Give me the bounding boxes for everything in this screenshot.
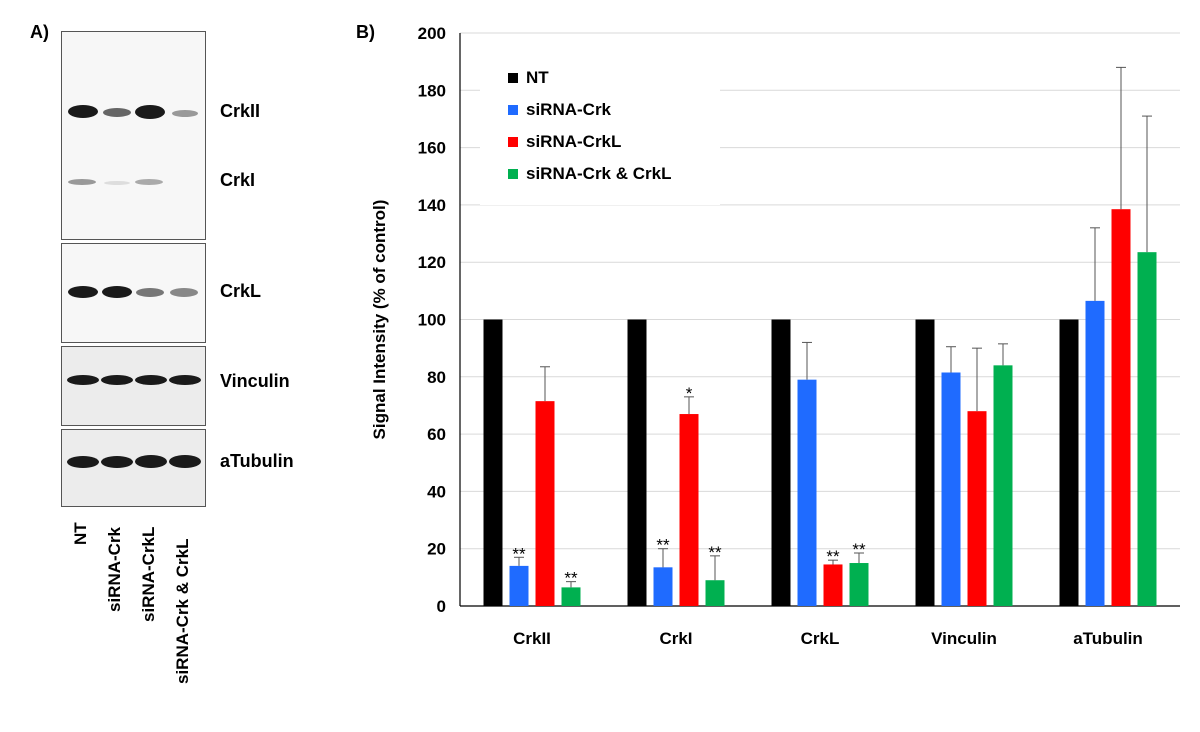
bar <box>993 365 1013 606</box>
blot-vinculin <box>61 346 206 426</box>
x-tick-label: CrkL <box>801 629 840 648</box>
band <box>135 375 167 385</box>
bar <box>679 414 699 606</box>
significance-marker: * <box>686 384 693 403</box>
bar <box>483 319 503 606</box>
y-tick-label: 40 <box>427 482 446 501</box>
blot-label-crkii: CrkII <box>220 101 261 121</box>
x-tick-label: Vinculin <box>931 629 997 648</box>
legend-label: siRNA-CrkL <box>526 132 621 151</box>
band <box>104 181 130 185</box>
y-tick-label: 180 <box>418 81 446 100</box>
bar <box>823 564 843 606</box>
band <box>68 179 96 185</box>
y-tick-label: 160 <box>418 139 446 158</box>
bar <box>1111 209 1131 606</box>
blot-label-vinculin: Vinculin <box>220 371 290 391</box>
y-tick-label: 100 <box>418 311 446 330</box>
legend-swatch <box>508 105 518 115</box>
panel-a-label: A) <box>30 22 49 42</box>
x-tick-label: aTubulin <box>1073 629 1143 648</box>
bar <box>705 580 725 606</box>
legend-label: siRNA-Crk & CrkL <box>526 164 671 183</box>
bar <box>797 379 817 606</box>
x-tick-label: CrkII <box>513 629 551 648</box>
significance-marker: ** <box>852 540 866 559</box>
band <box>67 375 99 385</box>
blot-atubulin <box>61 429 206 507</box>
band <box>172 110 198 117</box>
bar <box>653 567 673 606</box>
blot-crk <box>61 31 206 240</box>
band <box>135 179 163 185</box>
y-tick-label: 200 <box>418 24 446 43</box>
panel-b-label: B) <box>356 22 375 42</box>
bar <box>1137 252 1157 607</box>
band <box>169 455 201 468</box>
legend-swatch <box>508 73 518 83</box>
band <box>136 288 164 297</box>
bar <box>1059 319 1079 606</box>
significance-marker: ** <box>826 547 840 566</box>
bar <box>561 587 581 606</box>
y-tick-label: 20 <box>427 540 446 559</box>
bar <box>771 319 791 606</box>
y-tick-label: 0 <box>437 597 446 616</box>
band <box>67 456 99 468</box>
band <box>68 105 98 118</box>
y-tick-label: 80 <box>427 368 446 387</box>
y-tick-label: 60 <box>427 425 446 444</box>
significance-marker: ** <box>564 569 578 588</box>
bar <box>941 372 961 606</box>
legend-label: NT <box>526 68 549 87</box>
band <box>170 288 198 297</box>
band <box>169 375 201 385</box>
y-tick-label: 120 <box>418 253 446 272</box>
x-tick-label: CrkI <box>659 629 692 648</box>
band <box>135 105 165 119</box>
legend-swatch <box>508 137 518 147</box>
band <box>68 286 98 298</box>
y-tick-label: 140 <box>418 196 446 215</box>
blot-label-crki: CrkI <box>220 170 256 190</box>
bar <box>1085 300 1105 606</box>
blot-crkl <box>61 243 206 343</box>
band <box>135 455 167 468</box>
blot-label-crkl: CrkL <box>220 281 262 301</box>
y-axis-label: Signal Intensity (% of control) <box>370 200 389 440</box>
bar <box>627 319 647 606</box>
bar <box>915 319 935 606</box>
band <box>103 108 131 117</box>
blot-label-atubulin: aTubulin <box>220 451 294 471</box>
legend-swatch <box>508 169 518 179</box>
bar <box>535 401 555 606</box>
significance-marker: ** <box>708 543 722 562</box>
bar <box>849 563 869 606</box>
band <box>101 375 133 385</box>
bar <box>967 411 987 606</box>
bar <box>509 565 529 606</box>
significance-marker: ** <box>512 544 526 563</box>
legend-background <box>480 55 720 205</box>
band <box>102 286 132 298</box>
band <box>101 456 133 468</box>
legend-label: siRNA-Crk <box>526 100 612 119</box>
significance-marker: ** <box>656 536 670 555</box>
